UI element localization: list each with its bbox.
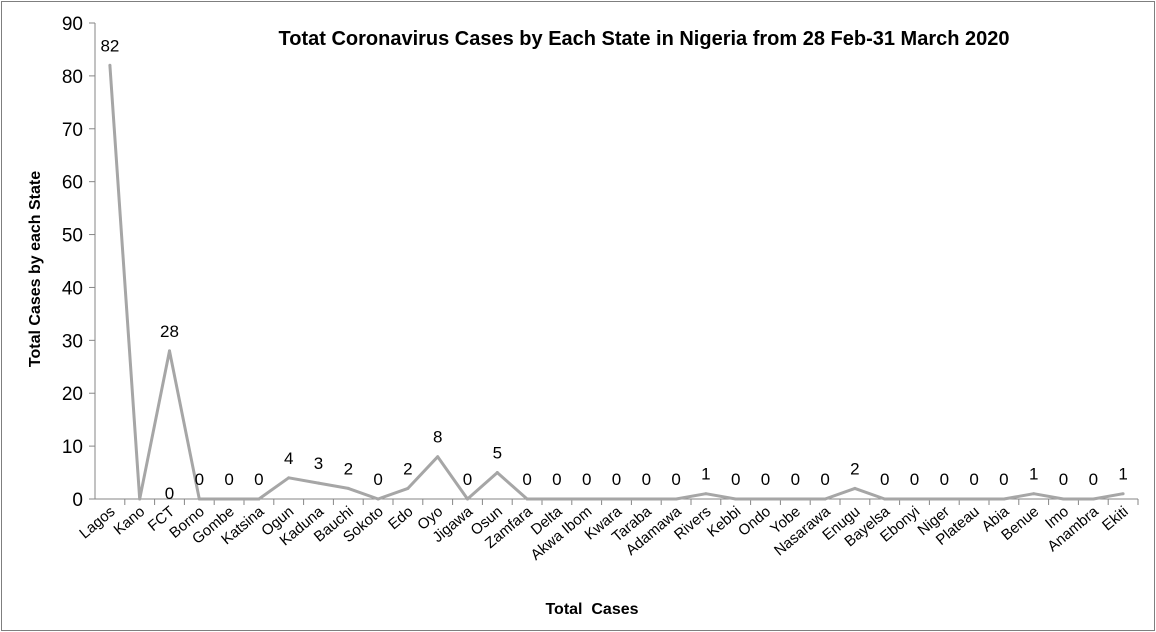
series-line [108, 65, 1124, 501]
data-point [913, 497, 916, 501]
data-label: 0 [671, 470, 680, 489]
data-point [853, 486, 857, 490]
y-axis-title: Total Cases by each State [27, 171, 44, 367]
data-label: 0 [969, 470, 978, 489]
data-point [1091, 497, 1095, 501]
data-label: 0 [880, 470, 889, 489]
data-point [704, 492, 708, 496]
data-label: 1 [1029, 465, 1038, 484]
data-label: 1 [701, 465, 710, 484]
x-tick-label: Ekiti [1099, 503, 1132, 534]
data-label: 8 [433, 428, 442, 447]
data-point [108, 63, 112, 67]
data-point [138, 497, 142, 501]
y-tick-label: 10 [62, 437, 83, 458]
y-tick-label: 50 [62, 226, 83, 247]
data-label: 4 [284, 449, 293, 468]
y-tick-label: 70 [62, 120, 83, 141]
x-tick-label: Edo [385, 503, 416, 533]
data-label: 0 [195, 470, 204, 489]
data-label: 0 [820, 470, 829, 489]
data-point [972, 497, 976, 501]
data-point [1121, 492, 1125, 496]
y-tick-label: 60 [62, 173, 83, 194]
y-tick-label: 90 [62, 14, 83, 35]
data-point [436, 455, 440, 459]
data-point [793, 497, 797, 501]
y-tick-label: 0 [72, 490, 83, 511]
data-point [287, 476, 291, 480]
y-tick-label: 30 [62, 331, 83, 352]
data-point [1032, 492, 1036, 496]
data-label: 0 [761, 470, 770, 489]
data-label: 0 [224, 470, 233, 489]
data-point [823, 497, 827, 501]
data-label: 0 [910, 470, 919, 489]
data-point [317, 481, 320, 485]
data-label: 2 [403, 459, 412, 478]
x-tick-label: Kano [110, 503, 148, 539]
data-label: 0 [940, 470, 949, 489]
data-label: 1 [1118, 465, 1127, 484]
data-point [883, 497, 887, 501]
data-point [525, 497, 529, 501]
data-point [406, 486, 410, 490]
data-point [644, 497, 648, 501]
data-point [257, 497, 261, 501]
data-label: 0 [463, 470, 472, 489]
data-label: 2 [850, 459, 859, 478]
data-label: 28 [160, 322, 179, 341]
data-point [674, 497, 678, 501]
data-label: 0 [731, 470, 740, 489]
chart-title: Totat Coronavirus Cases by Each State in… [279, 28, 1010, 50]
data-point [346, 486, 350, 490]
data-point [1002, 497, 1006, 501]
data-label: 82 [100, 36, 119, 55]
data-label: 0 [999, 470, 1008, 489]
data-point [1062, 497, 1065, 501]
x-tick-label: Kebbi [704, 503, 744, 541]
data-label: 0 [373, 470, 382, 489]
data-label: 5 [493, 444, 502, 463]
x-axis-title: Total Cases [545, 601, 638, 618]
data-label: 0 [552, 470, 561, 489]
data-point [734, 497, 738, 501]
x-tick-label: Ondo [735, 503, 774, 540]
data-point [495, 471, 499, 475]
data-label: 0 [1089, 470, 1098, 489]
data-label: 2 [344, 459, 353, 478]
data-point [227, 497, 231, 501]
data-point [555, 497, 559, 501]
data-point [197, 497, 201, 501]
data-point [764, 497, 767, 501]
data-label: 0 [1059, 470, 1068, 489]
data-point [615, 497, 618, 501]
data-label: 0 [522, 470, 531, 489]
y-tick-label: 80 [62, 67, 83, 88]
data-label: 3 [314, 454, 323, 473]
data-label: 0 [254, 470, 263, 489]
data-point [466, 497, 469, 501]
y-tick-label: 20 [62, 384, 83, 405]
data-label: 0 [642, 470, 651, 489]
y-tick-label: 40 [62, 278, 83, 299]
data-label: 0 [582, 470, 591, 489]
data-point [942, 497, 946, 501]
data-point [376, 497, 380, 501]
data-point [585, 497, 589, 501]
data-label: 0 [791, 470, 800, 489]
data-label: 0 [612, 470, 621, 489]
data-point [168, 349, 171, 353]
data-label: 0 [165, 484, 174, 503]
